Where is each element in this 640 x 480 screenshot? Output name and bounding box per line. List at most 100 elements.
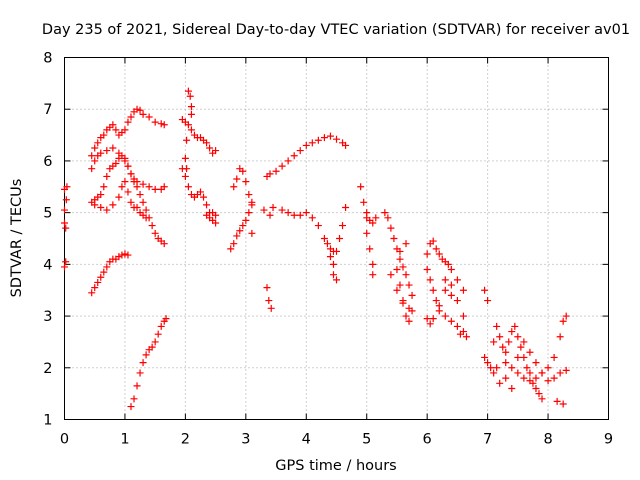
data-point [284, 209, 292, 217]
data-point [508, 328, 516, 336]
data-point [423, 315, 431, 323]
data-point [366, 245, 374, 253]
data-point [103, 147, 111, 155]
data-point [408, 291, 416, 299]
data-point [62, 196, 70, 204]
data-point [148, 222, 156, 230]
data-point [187, 110, 195, 118]
data-point [151, 229, 159, 237]
data-point [526, 369, 534, 377]
data-point [514, 353, 522, 361]
x-tick-label: 3 [241, 432, 250, 448]
data-point [369, 271, 377, 279]
data-point [267, 304, 275, 312]
data-point [323, 240, 331, 248]
x-tick-label: 5 [362, 432, 371, 448]
data-point [562, 366, 570, 374]
data-point [453, 297, 461, 305]
data-point [393, 266, 401, 274]
y-axis-label: SDTVAR / TECUs [9, 179, 25, 298]
data-point [187, 126, 195, 134]
data-point [233, 175, 241, 183]
data-point [115, 253, 123, 261]
data-point [429, 237, 437, 245]
data-point [212, 219, 220, 227]
data-point [490, 338, 498, 346]
x-axis: 0 1 2 3 4 5 6 7 8 9 [60, 57, 613, 448]
data-point [242, 216, 250, 224]
data-point [127, 198, 135, 206]
data-point [260, 206, 268, 214]
data-point [212, 211, 220, 219]
x-axis-label: GPS time / hours [275, 458, 396, 474]
data-point [381, 209, 389, 217]
data-point [97, 191, 105, 199]
data-point [484, 297, 492, 305]
data-point [94, 278, 102, 286]
data-point [239, 167, 247, 175]
data-point [372, 214, 380, 222]
data-point [544, 364, 552, 372]
data-point [203, 201, 211, 209]
data-point [496, 379, 504, 387]
data-point [269, 203, 277, 211]
data-point [62, 258, 70, 266]
data-point [532, 374, 540, 382]
data-point [184, 87, 192, 95]
x-tick-label: 7 [483, 432, 492, 448]
data-point [109, 144, 117, 152]
data-point [183, 136, 191, 144]
data-point [493, 322, 501, 330]
data-point [118, 251, 126, 259]
data-point [326, 253, 334, 261]
data-point [136, 369, 144, 377]
data-point [447, 291, 455, 299]
data-point [248, 229, 256, 237]
data-point [526, 377, 534, 385]
x-tick-label: 1 [120, 432, 129, 448]
data-point [103, 206, 111, 214]
data-point [429, 286, 437, 294]
data-point [136, 106, 144, 114]
data-point [109, 201, 117, 209]
y-tick-label: 7 [43, 102, 52, 118]
data-point [490, 369, 498, 377]
data-point [61, 219, 68, 227]
data-point [402, 240, 410, 248]
data-point [230, 183, 238, 191]
data-point [432, 297, 440, 305]
data-point [493, 364, 501, 372]
data-point [162, 315, 170, 323]
data-point [124, 188, 132, 196]
data-point [136, 191, 144, 199]
data-point [245, 191, 253, 199]
data-point [130, 178, 138, 186]
data-point [109, 121, 117, 129]
data-point [133, 183, 141, 191]
x-tick-label: 9 [604, 432, 613, 448]
data-point [187, 103, 195, 111]
data-point [336, 235, 344, 242]
data-point [532, 359, 540, 367]
data-point [100, 131, 108, 139]
data-point [508, 364, 516, 372]
data-point [130, 395, 138, 403]
data-point [314, 222, 322, 230]
data-point [91, 144, 99, 152]
data-point [302, 141, 310, 149]
x-tick-label: 8 [543, 432, 552, 448]
data-point [456, 330, 464, 338]
data-point [284, 157, 292, 165]
data-point [550, 353, 558, 361]
data-point [296, 147, 304, 155]
data-point [230, 240, 238, 248]
data-point [535, 390, 543, 398]
data-point [556, 369, 564, 377]
data-point [526, 348, 534, 356]
data-point [151, 185, 159, 193]
data-point [181, 154, 189, 162]
chart-title: Day 235 of 2021, Sidereal Day-to-day VTE… [42, 22, 630, 38]
data-point [369, 260, 377, 268]
data-point [329, 271, 337, 279]
